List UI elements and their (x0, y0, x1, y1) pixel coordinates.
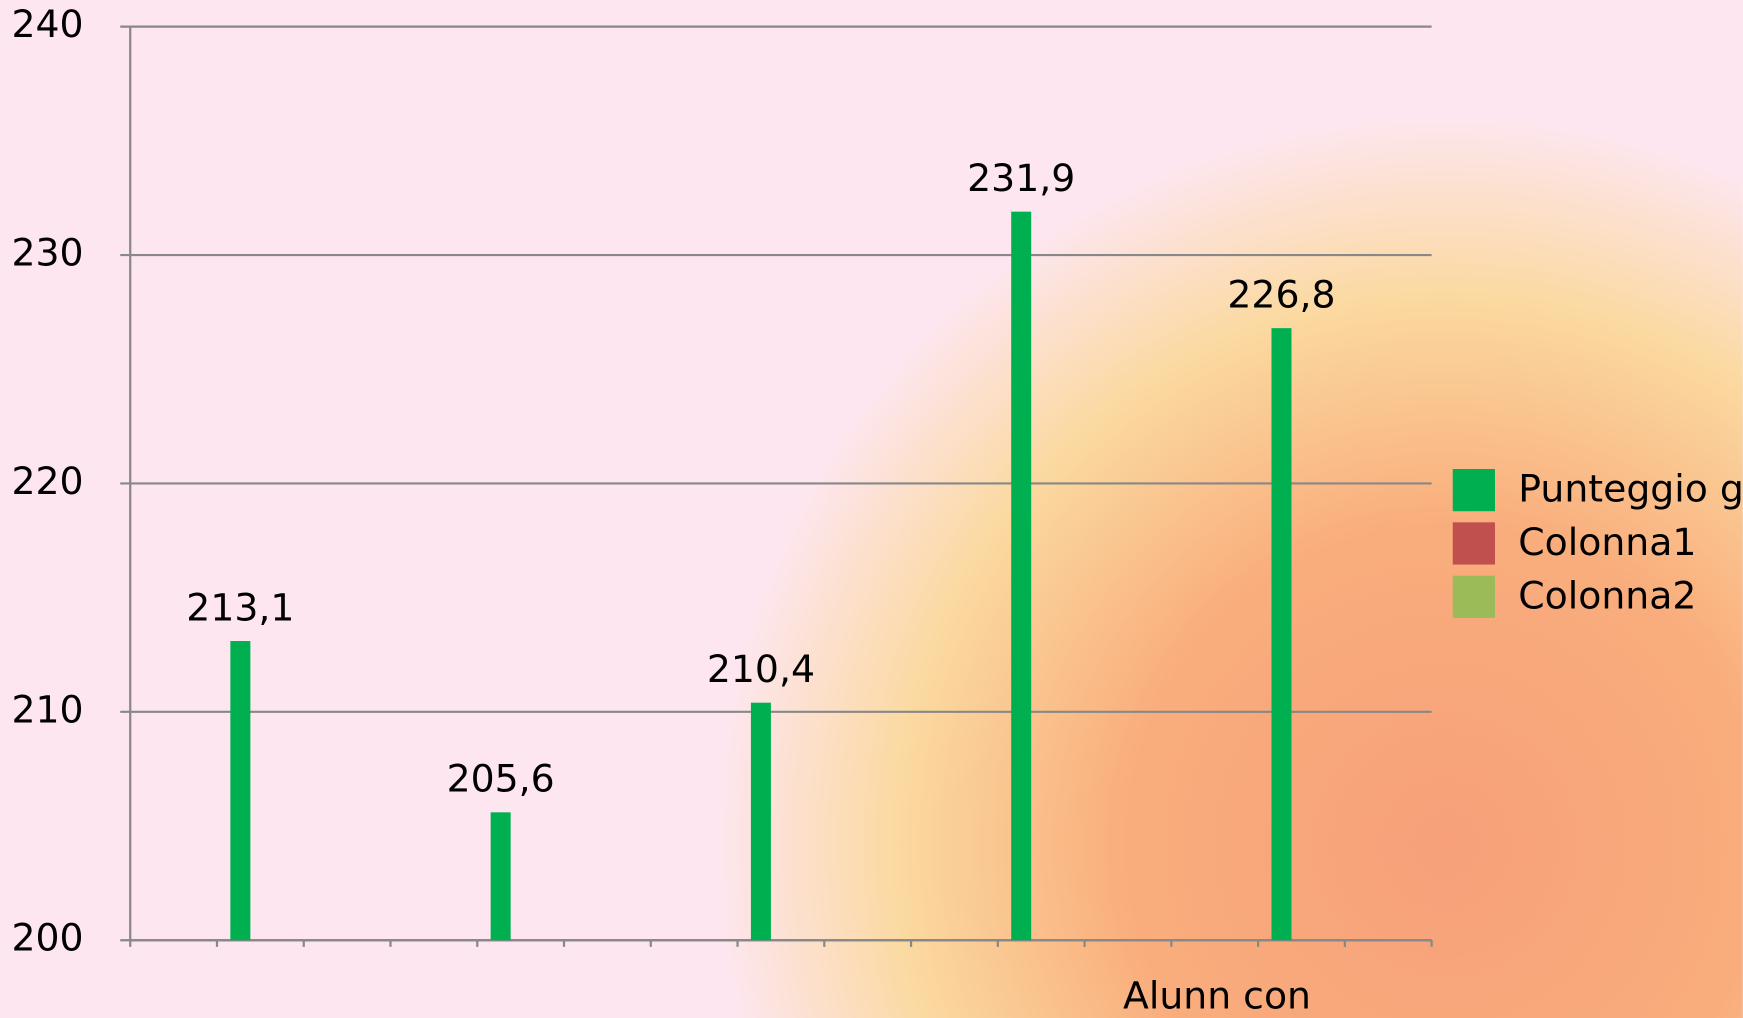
legend-label: Colonna2 (1518, 573, 1696, 617)
data-label: 205,6 (447, 757, 555, 801)
bar (490, 812, 511, 941)
y-tick-label: 210 (11, 687, 83, 731)
legend-label: Punteggio g (1518, 467, 1743, 511)
y-tick-label: 220 (11, 459, 83, 503)
x-tick-label: Alunn con (1123, 973, 1311, 1017)
data-label: 210,4 (707, 647, 815, 691)
data-label: 226,8 (1227, 273, 1335, 317)
y-tick-label: 230 (11, 231, 83, 275)
bar (230, 641, 251, 941)
y-tick-label: 240 (11, 2, 83, 46)
bar (1011, 211, 1032, 941)
legend-swatch (1452, 468, 1495, 512)
legend-label: Colonna1 (1518, 520, 1696, 564)
legend-swatch (1452, 522, 1495, 565)
legend-swatch (1452, 575, 1495, 618)
y-tick-label: 200 (11, 916, 83, 960)
bar (1271, 328, 1292, 941)
data-label: 231,9 (967, 156, 1075, 200)
data-label: 213,1 (186, 585, 294, 629)
bar (750, 702, 771, 941)
